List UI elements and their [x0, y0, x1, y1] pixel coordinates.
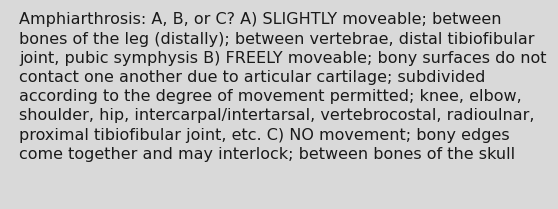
Text: Amphiarthrosis: A, B, or C? A) SLIGHTLY moveable; between
bones of the leg (dist: Amphiarthrosis: A, B, or C? A) SLIGHTLY …: [19, 12, 547, 162]
